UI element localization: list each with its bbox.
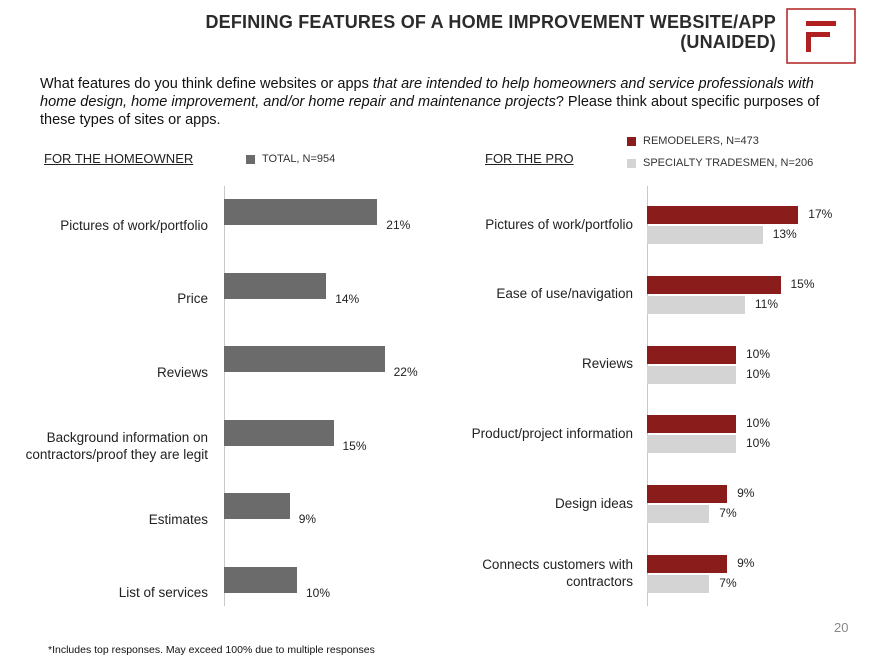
pro-category-label: Reviews <box>413 355 633 372</box>
remodelers-bar <box>647 275 781 294</box>
homeowner-bar <box>224 566 297 593</box>
section-title-pro: FOR THE PRO <box>485 151 574 166</box>
homeowner-axis-line <box>224 186 225 606</box>
category-label-line: Design ideas <box>554 495 633 511</box>
tradesmen-data-label: 7% <box>719 506 737 521</box>
legend-label-total: TOTAL, N=954 <box>262 153 336 165</box>
survey-question: What features do you think define websit… <box>40 75 830 129</box>
pro-category-label: Product/project information <box>413 425 633 442</box>
remodelers-bar <box>647 485 728 504</box>
homeowner-data-label: 21% <box>386 218 411 232</box>
legend-swatch <box>627 158 636 168</box>
category-label-line: Ease of use/navigation <box>496 286 633 302</box>
page-number: 20 <box>834 620 849 635</box>
category-label-line: List of services <box>118 585 208 600</box>
legend-swatch-total <box>246 154 255 164</box>
homeowner-category-label: Reviews <box>0 364 208 381</box>
category-label-line: contractors/proof they are legit <box>25 446 208 462</box>
tradesmen-bar <box>647 226 763 244</box>
legend-label: SPECIALTY TRADESMEN, N=206 <box>643 157 814 169</box>
homeowner-bar <box>224 272 327 299</box>
page-title: DEFINING FEATURES OF A HOME IMPROVEMENT … <box>136 12 776 52</box>
tradesmen-data-label: 13% <box>772 227 797 241</box>
homeowner-data-label: 10% <box>306 585 331 600</box>
homeowner-data-label: 9% <box>298 512 317 526</box>
footnote: *Includes top responses. May exceed 100%… <box>48 644 375 656</box>
homeowner-bar <box>224 493 290 519</box>
page-title-line2: (UNAIDED) <box>680 32 776 52</box>
remodelers-data-label: 15% <box>790 276 815 291</box>
pro-category-label: Ease of use/navigation <box>413 285 633 302</box>
category-label-line: Product/project information <box>471 425 633 441</box>
question-text-part1: What features do you think define websit… <box>40 76 373 92</box>
category-label-line: Background information on <box>46 429 208 445</box>
pro-category-label: Pictures of work/portfolio <box>413 216 633 233</box>
category-label-line: Reviews <box>581 356 633 372</box>
tradesmen-bar <box>647 435 736 454</box>
homeowner-data-label: 15% <box>342 438 367 453</box>
legend-label: REMODELERS, N=473 <box>643 135 759 147</box>
homeowner-category-label: Price <box>0 290 208 307</box>
remodelers-data-label: 17% <box>808 207 833 221</box>
category-label-line: Estimates <box>148 511 208 527</box>
remodelers-bar <box>647 206 799 224</box>
legend-swatch <box>627 136 636 146</box>
pro-axis-line <box>647 186 648 606</box>
page-title-line1: DEFINING FEATURES OF A HOME IMPROVEMENT … <box>205 12 776 32</box>
homeowner-category-label: Background information on contractors/pro… <box>0 429 208 463</box>
tradesmen-data-label: 10% <box>746 436 771 451</box>
tradesmen-bar <box>647 505 710 524</box>
category-label-line: Price <box>177 291 208 306</box>
tradesmen-bar <box>647 295 745 314</box>
homeowner-data-label: 22% <box>393 365 418 379</box>
homeowner-data-label: 14% <box>335 291 360 306</box>
legend-total: TOTAL, N=954 <box>246 153 335 165</box>
category-label-line: Pictures of work/portfolio <box>60 217 208 233</box>
tradesmen-data-label: 10% <box>746 366 771 381</box>
tradesmen-data-label: 7% <box>719 576 737 590</box>
pro-category-label: Connects customers with contractors <box>413 556 633 590</box>
section-title-homeowner: FOR THE HOMEOWNER <box>44 151 194 166</box>
question-text-part2: ? Please think about specific purposes o… <box>40 94 820 128</box>
legend-tradesmen: SPECIALTY TRADESMEN, N=206 <box>627 157 813 169</box>
category-label-line: contractors <box>566 574 633 589</box>
tradesmen-bar <box>647 365 736 384</box>
category-label-line: Reviews <box>156 364 208 380</box>
homeowner-category-label: List of services <box>0 584 208 601</box>
remodelers-data-label: 10% <box>746 416 771 431</box>
question-text-italic: that are intended to help homeowners and… <box>40 76 814 110</box>
remodelers-data-label: 10% <box>746 346 771 361</box>
remodelers-data-label: 9% <box>737 556 755 570</box>
homeowner-bar <box>224 346 385 372</box>
logo-icon <box>786 8 856 64</box>
homeowner-category-label: Estimates <box>0 511 208 528</box>
legend-remodelers: REMODELERS, N=473 <box>627 135 759 147</box>
category-label-line: Pictures of work/portfolio <box>485 216 633 232</box>
remodelers-bar <box>647 345 736 364</box>
remodelers-bar <box>647 415 736 434</box>
remodelers-bar <box>647 555 728 573</box>
tradesmen-data-label: 11% <box>754 296 779 311</box>
remodelers-data-label: 9% <box>737 486 755 501</box>
homeowner-bar <box>224 419 334 446</box>
pro-category-label: Design ideas <box>413 495 633 512</box>
homeowner-category-label: Pictures of work/portfolio <box>0 217 208 234</box>
category-label-line: Connects customers with <box>482 557 633 572</box>
homeowner-bar <box>224 199 378 225</box>
tradesmen-bar <box>647 575 710 593</box>
